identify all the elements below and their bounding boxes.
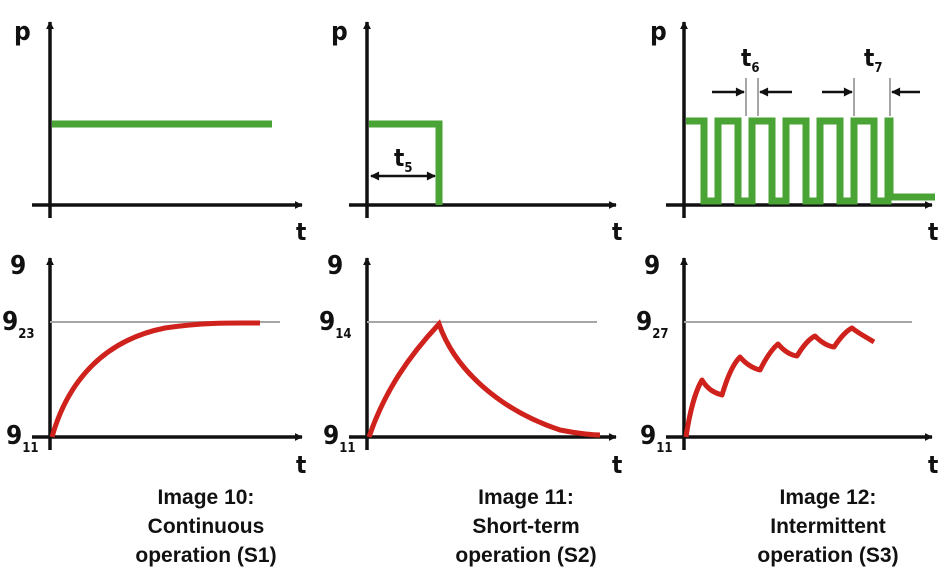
caption-s1-line1: Image 10:: [157, 486, 255, 509]
caption-s2-line2: Short-term: [472, 515, 580, 538]
caption-s2: Image 11: Short-term operation (S2): [416, 483, 636, 570]
s2-temp-start-label: 911: [323, 421, 356, 456]
s3-temperature-graph: 9 927 911 t: [636, 251, 938, 479]
s1-time-axis-label: t: [296, 218, 306, 246]
s3-temp-start-label: 911: [640, 421, 673, 456]
s2-temp-axis-label: 9: [327, 251, 343, 281]
caption-s1: Image 10: Continuous operation (S1): [96, 483, 316, 570]
s1-temp-end-label: 923: [2, 307, 35, 342]
s2-time-axis-label: t: [612, 218, 622, 246]
s3-temp-end-label: 927: [636, 307, 669, 342]
s2-temperature-curve: [366, 319, 601, 438]
s2-power-line: [369, 120, 443, 205]
t5-label: t5: [394, 144, 412, 176]
t7-label: t7: [864, 44, 882, 76]
s2-time-axis-label-2: t: [612, 451, 622, 479]
s3-power-line: [686, 117, 935, 205]
s3-temperature-curve: [683, 325, 876, 438]
s3-time-axis-label: t: [928, 218, 938, 246]
s3-power-graph: t6 t7 p t: [650, 17, 938, 246]
s3-temp-axis-label: 9: [644, 251, 660, 281]
s2-temp-end-label: 914: [319, 307, 352, 342]
s1-temperature-curve: [49, 320, 261, 438]
s2-power-axis-label: p: [331, 17, 348, 47]
s1-temp-axis-label: 9: [10, 251, 26, 281]
s1-temp-start-label: 911: [6, 421, 39, 456]
s1-temperature-graph: 9 923 911 t: [2, 251, 306, 479]
caption-s1-line3: operation (S1): [135, 544, 277, 567]
caption-s1-line2: Continuous: [147, 515, 265, 538]
s2-power-graph: t5 p t: [331, 17, 622, 246]
caption-s3: Image 12: Intermittent operation (S3): [718, 483, 938, 570]
s1-power-graph: p t: [14, 17, 306, 246]
caption-s3-line3: operation (S3): [757, 544, 899, 567]
caption-s2-line3: operation (S2): [455, 544, 597, 567]
s1-time-axis-label-2: t: [296, 451, 306, 479]
s2-temperature-graph: 9 914 911 t: [319, 251, 622, 479]
s1-power-axis-label: p: [14, 17, 31, 47]
caption-s3-line2: Intermittent: [770, 515, 886, 538]
caption-s3-line1: Image 12:: [779, 486, 877, 509]
s3-power-axis-label: p: [650, 17, 667, 47]
caption-s2-line1: Image 11:: [478, 486, 574, 509]
t6-label: t6: [741, 44, 759, 76]
s3-time-axis-label-2: t: [928, 451, 938, 479]
